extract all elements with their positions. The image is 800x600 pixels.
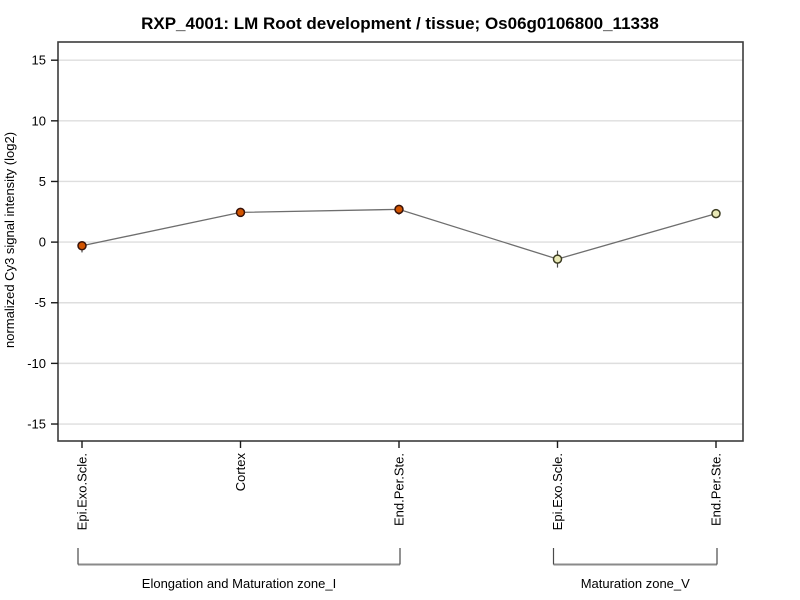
axes-layer: 15 10 5 0 -5 -10 -15 Epi.Exo.Scle. Cortex End.Per… [27,41,744,530]
y-tick-label: 15 [32,53,46,68]
data-point [711,208,721,219]
category-label: Epi.Exo.Scle. [550,453,565,530]
group-brackets-layer: Elongation and Maturation zone_I Maturati… [77,548,718,591]
category-label: Cortex [233,453,248,492]
y-axis-label: normalized Cy3 signal intensity (log2) [2,132,17,348]
y-tick-label: 0 [39,235,46,250]
category-label: End.Per.Ste. [392,453,407,526]
data-point [77,240,87,251]
data-layer [77,204,721,268]
y-tick-label: 5 [39,174,46,189]
chart-title: RXP_4001: LM Root development / tissue; … [141,14,659,33]
y-tick-label: 10 [32,113,46,128]
y-tick-label: -10 [27,356,46,371]
category-label: End.Per.Ste. [709,453,724,526]
series-line [81,208,717,260]
data-point [235,207,246,218]
data-point [394,204,404,215]
y-tick-label: -15 [27,417,46,432]
gridlines-layer [58,59,743,425]
group-label: Maturation zone_V [581,576,690,591]
category-label: Epi.Exo.Scle. [75,453,90,530]
y-tick-label: -5 [34,295,46,310]
data-point [552,254,563,264]
group-label: Elongation and Maturation zone_I [142,576,336,591]
